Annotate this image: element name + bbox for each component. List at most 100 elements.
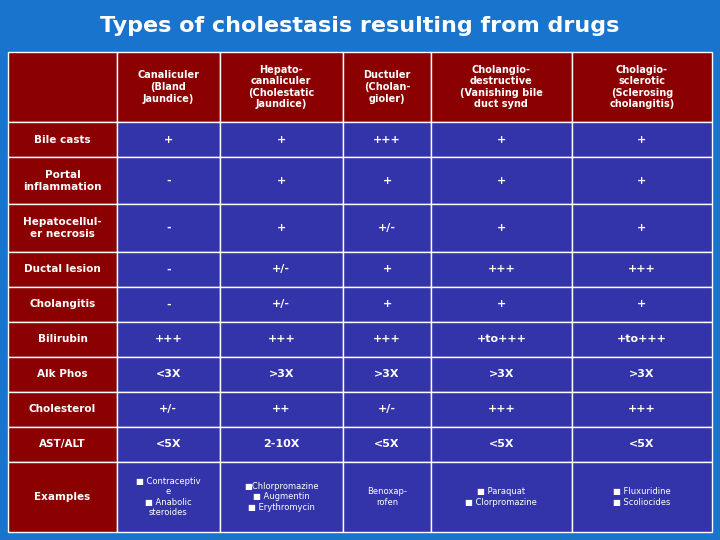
Text: +++: +++ xyxy=(267,334,295,345)
Bar xyxy=(572,392,712,427)
Text: ■Chlorpromazine
■ Augmentin
■ Erythromycin: ■Chlorpromazine ■ Augmentin ■ Erythromyc… xyxy=(244,482,318,512)
Text: Portal
inflammation: Portal inflammation xyxy=(23,170,102,192)
Bar xyxy=(572,252,712,287)
Bar xyxy=(8,427,117,462)
Text: +/-: +/- xyxy=(272,265,290,274)
Bar xyxy=(220,322,343,357)
Bar xyxy=(220,157,343,205)
Text: Bilirubin: Bilirubin xyxy=(37,334,88,345)
Bar xyxy=(8,52,117,122)
Text: -: - xyxy=(166,299,171,309)
Bar xyxy=(431,287,572,322)
Text: +: + xyxy=(637,223,647,233)
Text: Ductal lesion: Ductal lesion xyxy=(24,265,101,274)
Bar xyxy=(572,357,712,392)
Text: +/-: +/- xyxy=(272,299,290,309)
Bar xyxy=(343,357,431,392)
Bar xyxy=(220,52,343,122)
Text: +: + xyxy=(276,176,286,186)
Text: +: + xyxy=(276,134,286,145)
Text: Ductuler
(Cholan-
gioler): Ductuler (Cholan- gioler) xyxy=(364,70,410,104)
Text: Benoxap-
rofen: Benoxap- rofen xyxy=(367,487,407,507)
Bar xyxy=(8,357,117,392)
Text: -: - xyxy=(166,265,171,274)
Text: +/-: +/- xyxy=(159,404,177,414)
Text: <5X: <5X xyxy=(374,440,400,449)
Bar xyxy=(343,122,431,157)
Text: ■ Fluxuridine
■ Scoliocides: ■ Fluxuridine ■ Scoliocides xyxy=(613,487,670,507)
Bar xyxy=(220,205,343,252)
Bar xyxy=(8,205,117,252)
Text: +: + xyxy=(637,299,647,309)
Bar xyxy=(117,52,220,122)
Bar xyxy=(572,287,712,322)
Bar xyxy=(431,357,572,392)
Bar xyxy=(572,322,712,357)
Text: <3X: <3X xyxy=(156,369,181,380)
Text: -: - xyxy=(166,223,171,233)
Bar xyxy=(572,52,712,122)
Text: Bile casts: Bile casts xyxy=(35,134,91,145)
Bar xyxy=(343,252,431,287)
Text: +++: +++ xyxy=(487,404,516,414)
Text: +++: +++ xyxy=(487,265,516,274)
Text: +: + xyxy=(382,299,392,309)
Bar xyxy=(572,122,712,157)
Bar xyxy=(572,205,712,252)
Bar xyxy=(431,252,572,287)
Bar xyxy=(8,157,117,205)
Text: +: + xyxy=(163,134,173,145)
Text: 2-10X: 2-10X xyxy=(263,440,300,449)
Bar xyxy=(8,122,117,157)
Text: Cholangitis: Cholangitis xyxy=(30,299,96,309)
Bar xyxy=(8,392,117,427)
Bar xyxy=(117,427,220,462)
Text: >3X: >3X xyxy=(269,369,294,380)
Text: +: + xyxy=(382,265,392,274)
Text: +++: +++ xyxy=(628,404,656,414)
Bar xyxy=(343,392,431,427)
Text: <5X: <5X xyxy=(629,440,654,449)
Bar xyxy=(343,462,431,532)
Bar xyxy=(431,427,572,462)
Text: +to+++: +to+++ xyxy=(617,334,667,345)
Bar xyxy=(343,157,431,205)
Bar xyxy=(8,287,117,322)
Text: <5X: <5X xyxy=(489,440,514,449)
Text: Cholesterol: Cholesterol xyxy=(29,404,96,414)
Bar xyxy=(8,322,117,357)
Text: Types of cholestasis resulting from drugs: Types of cholestasis resulting from drug… xyxy=(100,16,620,36)
Bar xyxy=(431,392,572,427)
Bar xyxy=(572,462,712,532)
Bar xyxy=(431,462,572,532)
Text: +/-: +/- xyxy=(378,223,396,233)
Bar xyxy=(431,322,572,357)
Bar xyxy=(117,287,220,322)
Text: ■ Contraceptiv
e
■ Anabolic
steroides: ■ Contraceptiv e ■ Anabolic steroides xyxy=(136,477,201,517)
Bar xyxy=(117,322,220,357)
Text: +: + xyxy=(276,223,286,233)
Bar xyxy=(117,122,220,157)
Bar xyxy=(343,205,431,252)
Text: +: + xyxy=(637,134,647,145)
Text: >3X: >3X xyxy=(374,369,400,380)
Bar xyxy=(572,157,712,205)
Text: Examples: Examples xyxy=(35,492,91,502)
Bar xyxy=(220,252,343,287)
Bar xyxy=(431,122,572,157)
Text: +/-: +/- xyxy=(378,404,396,414)
Bar xyxy=(117,252,220,287)
Bar xyxy=(220,357,343,392)
Bar xyxy=(343,287,431,322)
Bar xyxy=(117,392,220,427)
Text: Alk Phos: Alk Phos xyxy=(37,369,88,380)
Text: Hepato-
canaliculer
(Cholestatic
Jaundice): Hepato- canaliculer (Cholestatic Jaundic… xyxy=(248,65,315,110)
Bar xyxy=(117,462,220,532)
Text: >3X: >3X xyxy=(489,369,514,380)
Text: ■ Paraquat
■ Clorpromazine: ■ Paraquat ■ Clorpromazine xyxy=(465,487,537,507)
Bar xyxy=(220,122,343,157)
Bar xyxy=(117,157,220,205)
Bar xyxy=(431,157,572,205)
Text: +: + xyxy=(497,176,506,186)
Text: AST/ALT: AST/ALT xyxy=(40,440,86,449)
